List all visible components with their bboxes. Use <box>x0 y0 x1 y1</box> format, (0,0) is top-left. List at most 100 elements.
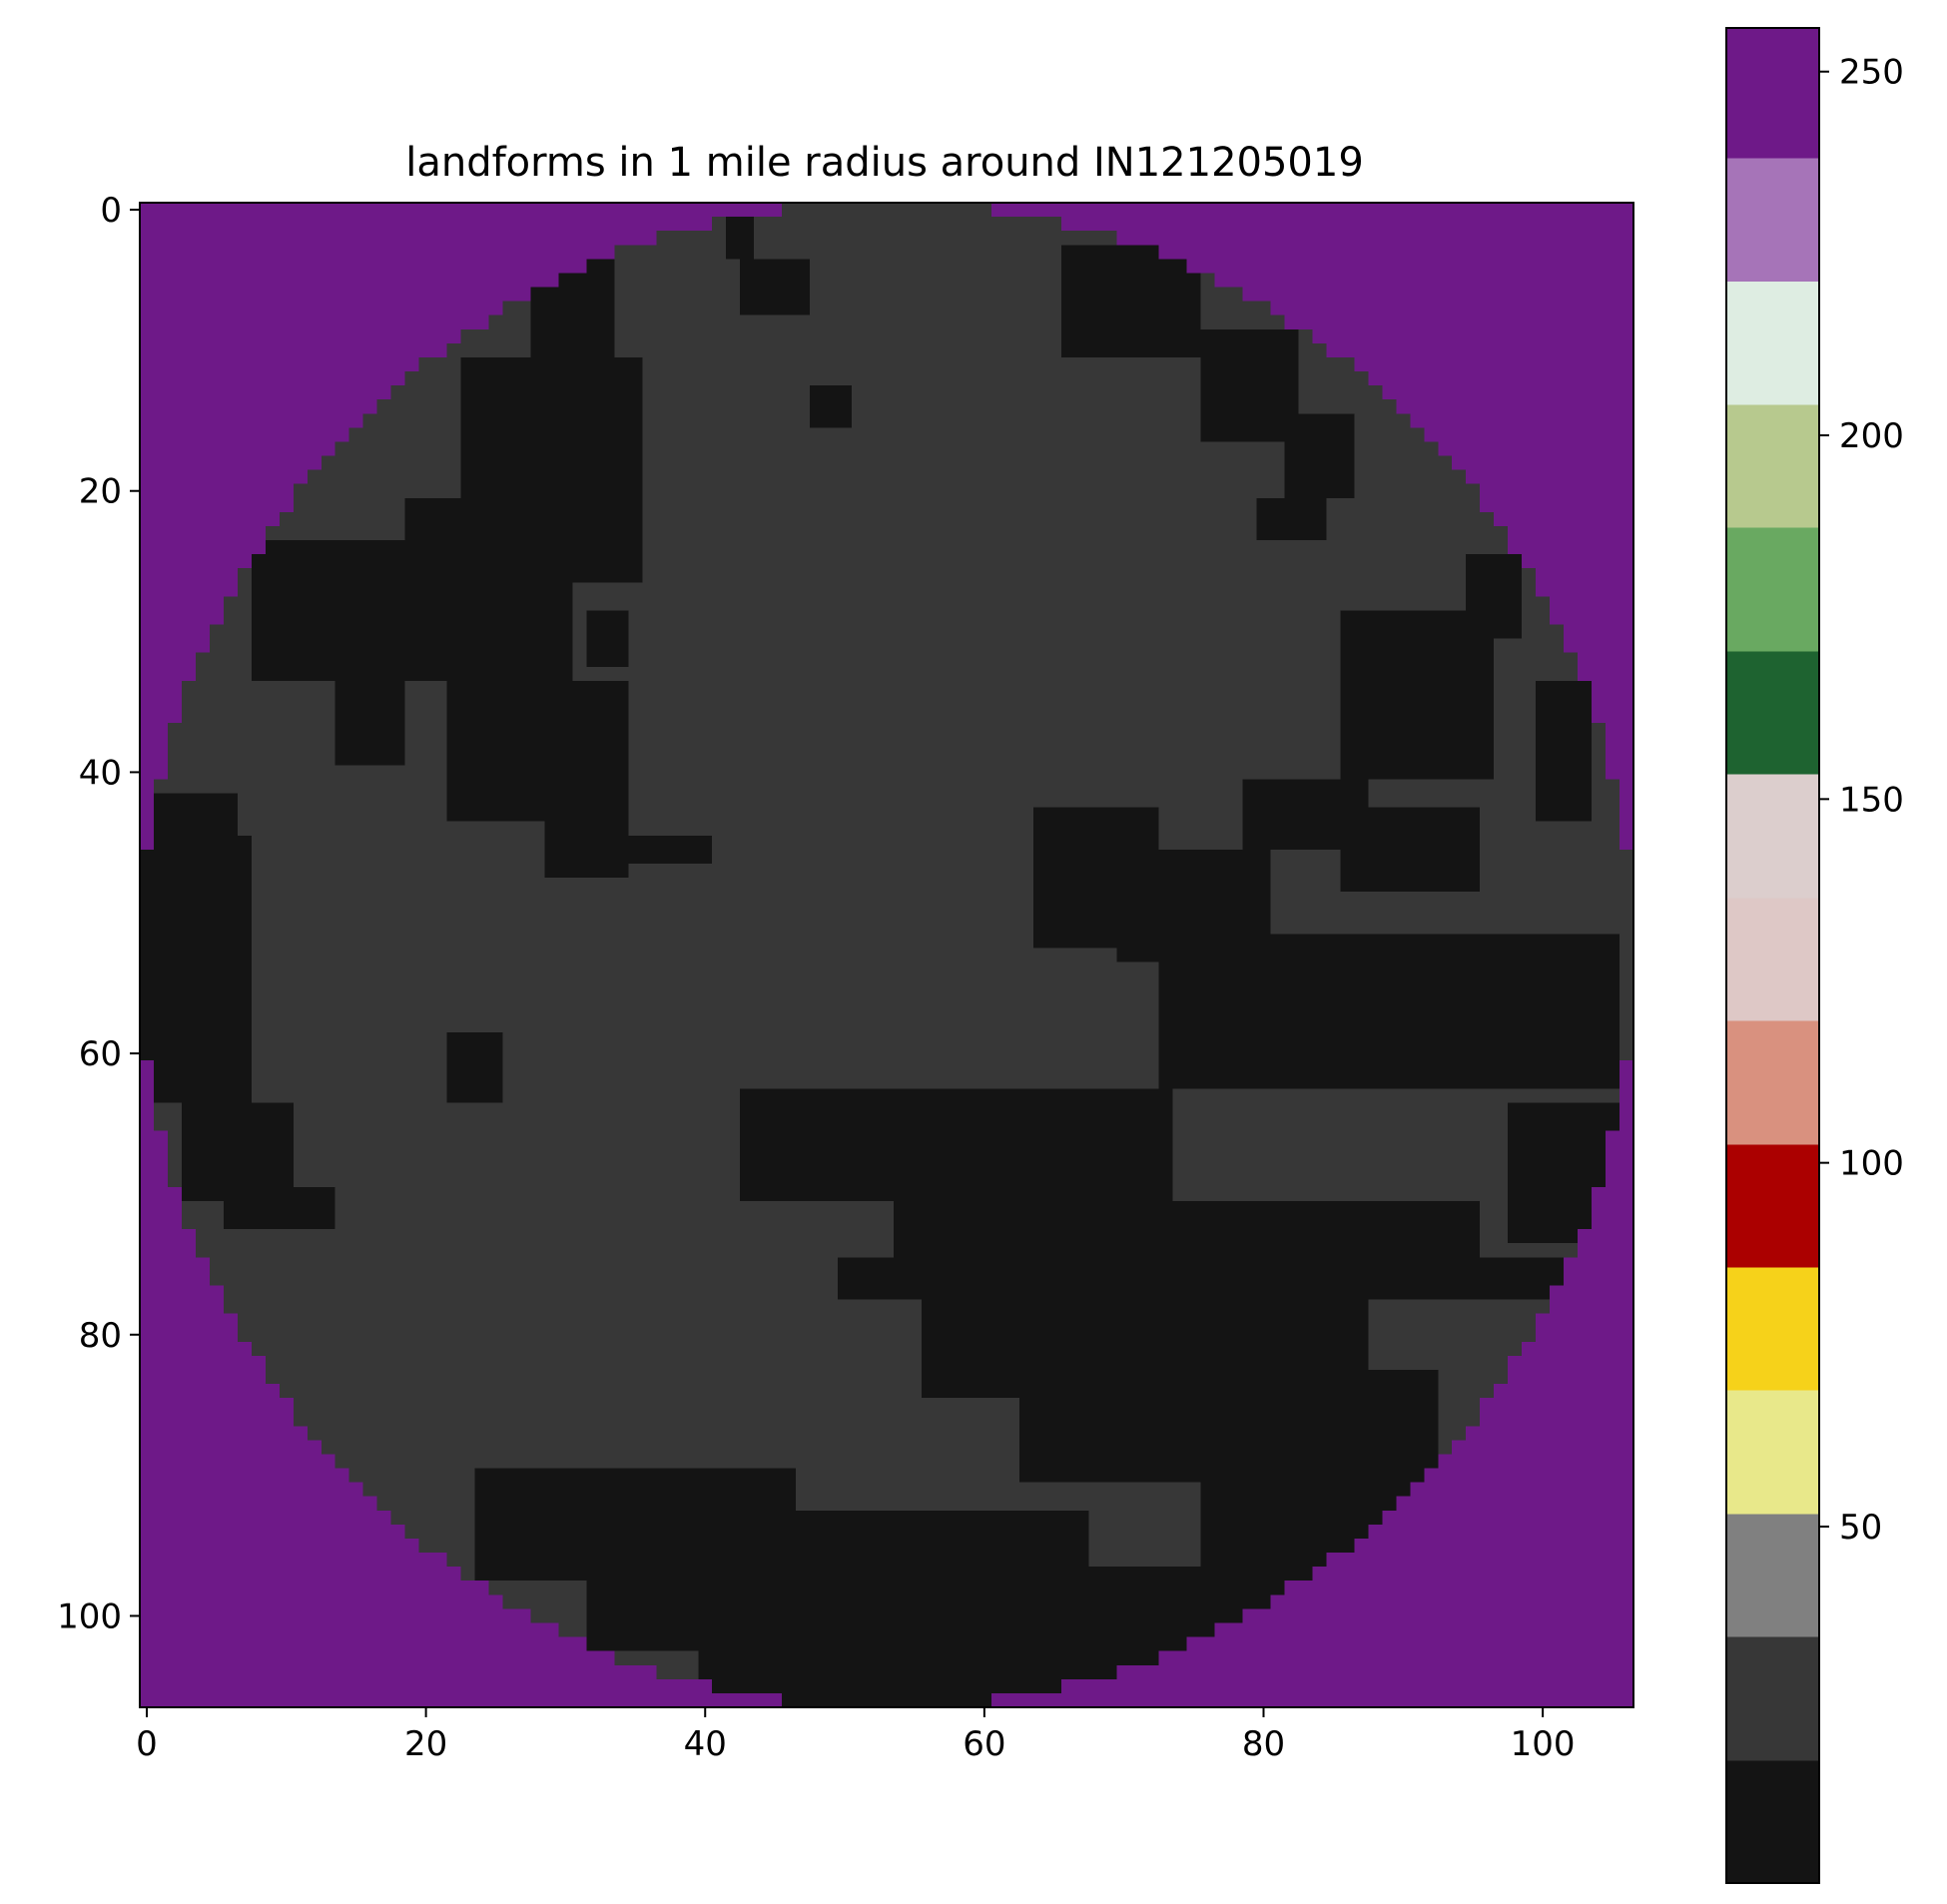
heatmap-cell-run <box>140 582 239 597</box>
heatmap-cell-run <box>140 1186 183 1202</box>
x-axis: 0 20 40 60 80 100 <box>136 1707 1576 1764</box>
heatmap-cell-run <box>1340 680 1495 696</box>
heatmap-cell-run <box>1494 652 1579 668</box>
heatmap-cell-run <box>1088 1538 1202 1554</box>
heatmap-cell-run <box>140 1510 392 1526</box>
heatmap-cell-run <box>1606 737 1634 752</box>
heatmap-cell-run <box>782 203 992 218</box>
heatmap-cell-run <box>1620 821 1634 837</box>
heatmap-cell-run <box>446 765 629 781</box>
heatmap-cell-run <box>140 1003 253 1019</box>
heatmap-cell-run <box>140 624 211 640</box>
heatmap-cell-run <box>810 287 1062 303</box>
heatmap-cell-run <box>921 1313 1369 1329</box>
heatmap-cell-run <box>140 920 253 935</box>
heatmap-cell-run <box>1536 709 1593 724</box>
colorbar-segment <box>1726 650 1819 775</box>
heatmap-cell-run <box>140 427 350 443</box>
heatmap-cell-run <box>1522 624 1565 640</box>
colorbar-segment <box>1726 1513 1819 1637</box>
heatmap-cell-run <box>460 399 643 414</box>
heatmap-cell-run <box>251 610 574 626</box>
heatmap-cell-run <box>1536 582 1634 597</box>
heatmap-cell-run <box>140 961 253 977</box>
heatmap-cell-run <box>1620 948 1634 963</box>
heatmap-cell-run <box>1060 273 1202 289</box>
heatmap-cell-run <box>1242 793 1369 809</box>
heatmap-cell-run <box>251 1088 448 1103</box>
heatmap-cell-run <box>1564 624 1634 640</box>
heatmap-cell-run <box>140 1074 155 1089</box>
heatmap-cell-run <box>446 807 629 823</box>
heatmap-cell-run <box>140 342 448 358</box>
heatmap-cell-run <box>279 1384 923 1399</box>
heatmap-cell-run <box>140 1636 587 1652</box>
heatmap-cell-run <box>1494 511 1634 527</box>
heatmap-cell-run <box>140 1692 783 1708</box>
colorbar-segment <box>1726 403 1819 528</box>
heatmap-cell-run <box>1508 1369 1634 1385</box>
x-tick-label: 40 <box>684 1724 727 1764</box>
heatmap-cell-run <box>1564 1257 1634 1272</box>
heatmap-cell-run <box>140 1538 420 1554</box>
heatmap-cell-run <box>614 342 1062 358</box>
heatmap-cell-run <box>140 666 197 682</box>
heatmap-cell-run <box>1200 1496 1397 1512</box>
heatmap-cell-run <box>740 273 811 289</box>
heatmap-cell-run <box>1200 1553 1328 1568</box>
heatmap-cell-run <box>446 709 629 724</box>
heatmap-cell-run <box>1242 821 1481 837</box>
heatmap-cell-run <box>1158 245 1634 260</box>
heatmap-cell-run <box>1536 807 1593 823</box>
colorbar-segment <box>1726 1266 1819 1391</box>
heatmap-cell-run <box>782 1692 992 1708</box>
heatmap-cell-run <box>1032 849 1272 865</box>
heatmap-cell-run <box>628 624 1341 640</box>
heatmap-cell-run <box>140 835 155 851</box>
heatmap-cell-run <box>1620 807 1634 823</box>
heatmap-cell-run <box>1354 483 1481 499</box>
colorbar-segment <box>1726 526 1819 652</box>
heatmap-cell-run <box>1592 694 1634 710</box>
heatmap-cell-run <box>502 1031 1160 1047</box>
heatmap-cell-run <box>1340 863 1481 879</box>
heatmap-cell-run <box>1620 989 1634 1005</box>
heatmap-cell-run <box>1494 1384 1634 1399</box>
heatmap-cell-run <box>642 371 1202 386</box>
heatmap-cell-run <box>321 1440 1020 1456</box>
heatmap-cell-run <box>1158 1031 1621 1047</box>
heatmap-cell-run <box>1354 1538 1634 1554</box>
heatmap-cell-run <box>1270 906 1634 921</box>
heatmap-cell-run <box>390 1510 476 1526</box>
heatmap-cell-run <box>251 961 1160 977</box>
heatmap-cell-run <box>446 680 629 696</box>
heatmap-cell-run <box>140 1482 364 1498</box>
heatmap-cell-run <box>140 568 239 583</box>
heatmap-cell-run <box>740 259 811 275</box>
heatmap-cell-run <box>1200 413 1355 428</box>
heatmap-cell-run <box>237 793 448 809</box>
heatmap-cell-run <box>1172 1186 1509 1202</box>
heatmap-cell-run <box>140 1468 350 1484</box>
heatmap-cell-run <box>502 301 532 317</box>
y-axis: 0 20 40 60 80 100 <box>57 191 140 1636</box>
heatmap-cell-run <box>642 413 811 428</box>
heatmap-cell-run <box>628 765 1341 781</box>
heatmap-cell-run <box>838 1285 1551 1301</box>
heatmap-cell-run <box>990 203 1634 218</box>
heatmap-cell-run <box>251 948 1118 963</box>
heatmap-cell-run <box>153 807 239 823</box>
heatmap-cell-run <box>334 751 406 766</box>
heatmap-cell-run <box>140 554 253 569</box>
heatmap-cell-run <box>810 273 1062 289</box>
heatmap-cell-run <box>1200 371 1300 386</box>
heatmap-cell-run <box>1172 1088 1621 1103</box>
heatmap-cell-run <box>1480 497 1634 513</box>
heatmap-cell-run <box>628 779 1244 795</box>
heatmap-cell-run <box>1200 1524 1369 1540</box>
heatmap-cell-run <box>1480 1243 1579 1258</box>
heatmap-cell-run <box>265 1355 923 1371</box>
heatmap-cell-run <box>1368 1327 1537 1343</box>
heatmap-cell-run <box>1368 371 1634 386</box>
